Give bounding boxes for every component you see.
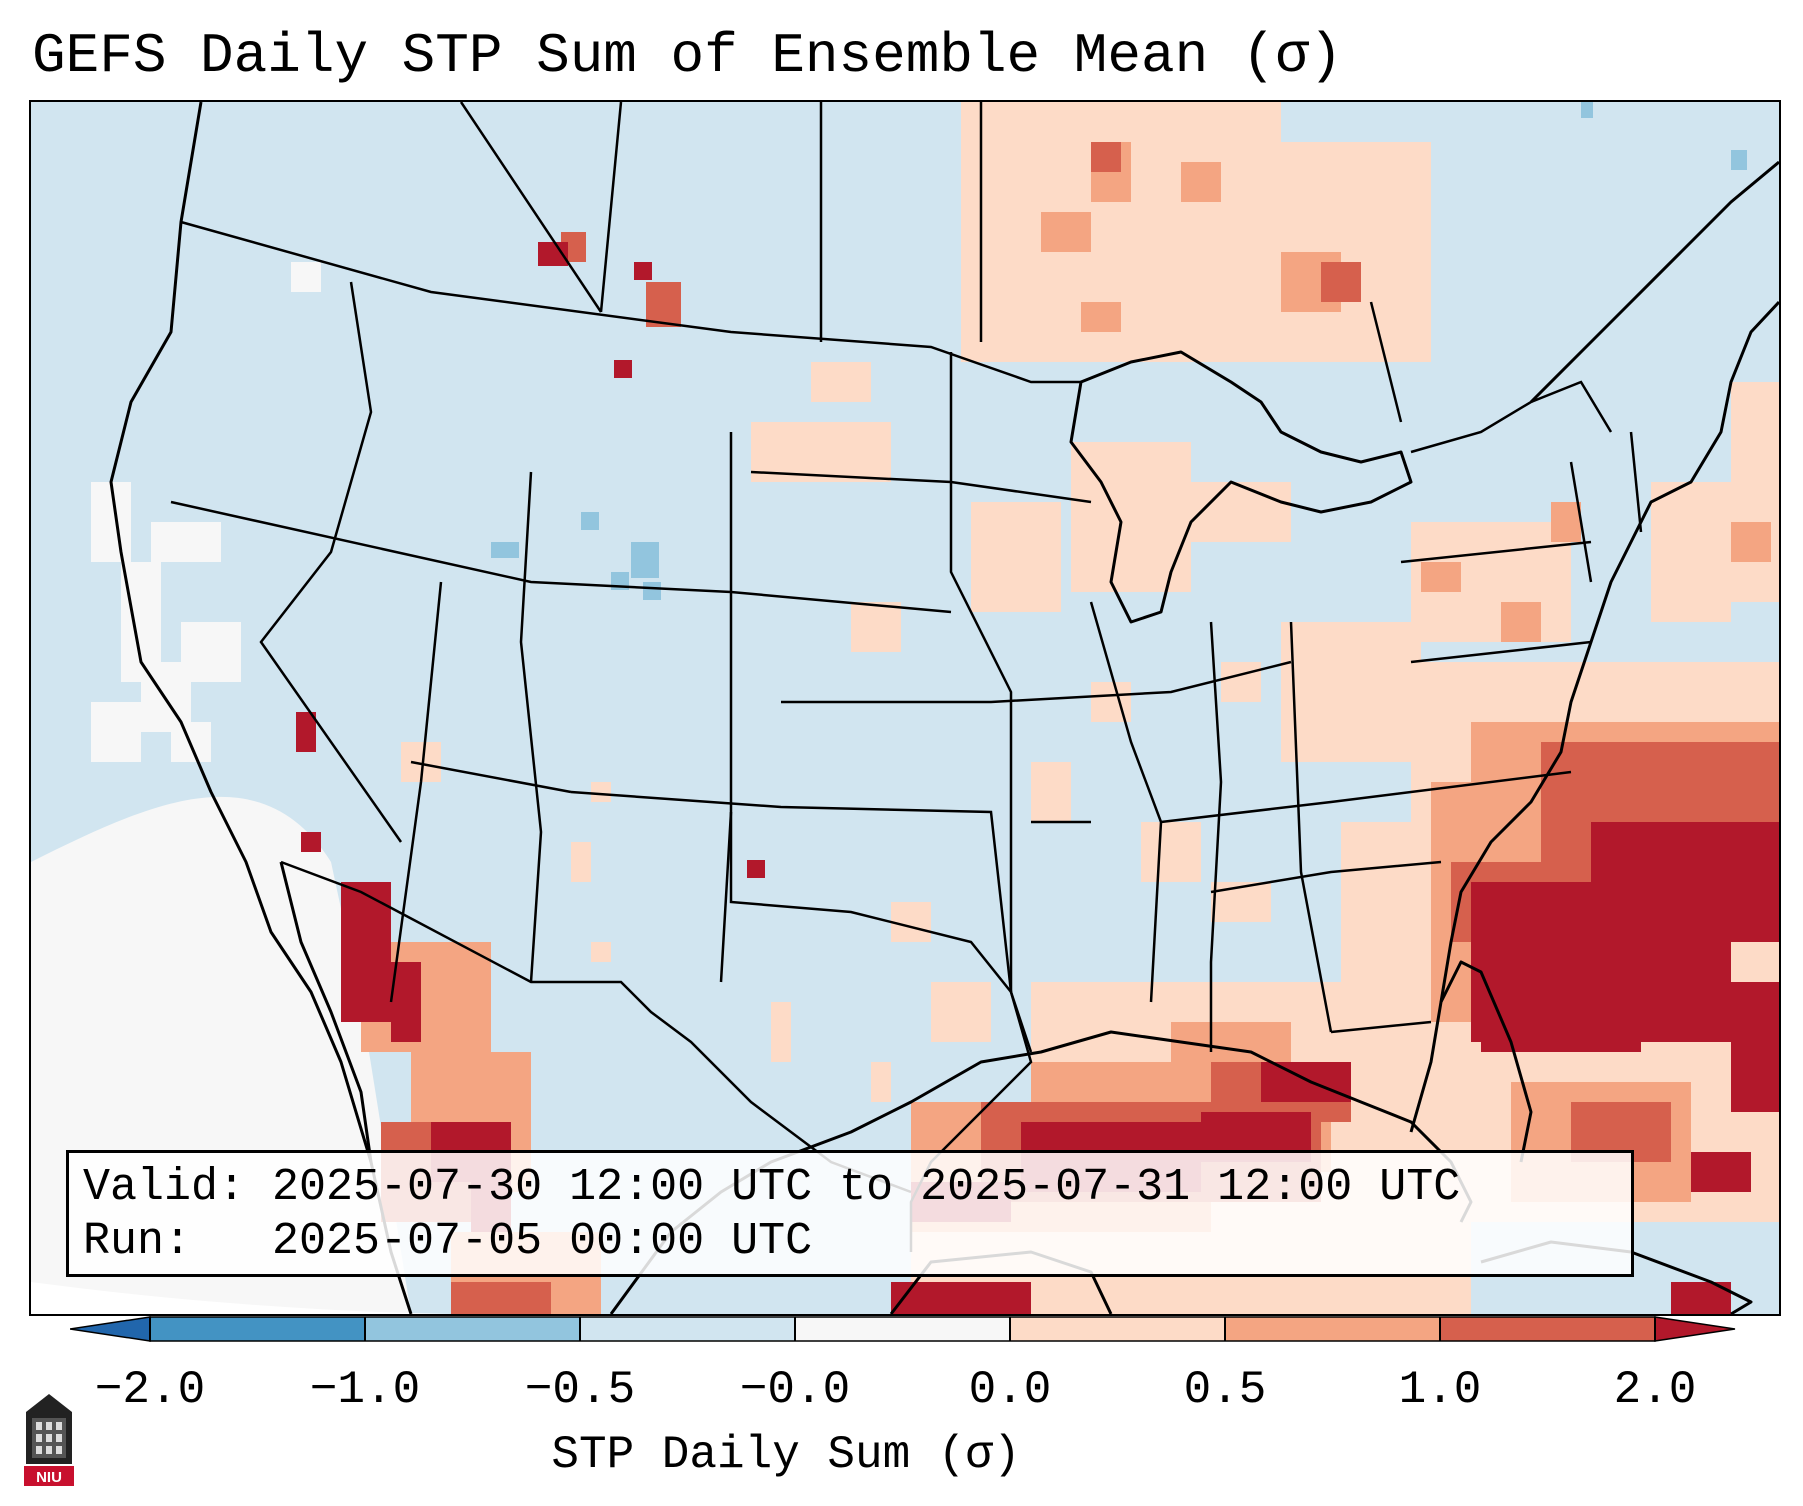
canada-prov-2: [599, 102, 623, 313]
canada-east-coast: [1529, 160, 1779, 404]
valid-time-text: Valid: 2025-07-30 12:00 UTC to 2025-07-3…: [83, 1162, 1461, 1213]
colorbar-tick-label: −1.0: [309, 1364, 421, 1416]
west-coast-line: [109, 102, 413, 1314]
state-line-14: [1160, 770, 1572, 824]
colorbar-tick-label: 0.0: [968, 1364, 1052, 1416]
niu-logo: NIU: [24, 1394, 74, 1486]
atlantic-extreme-area: [1471, 822, 1779, 1314]
state-line-5: [719, 432, 733, 983]
outside-projection-corner: [31, 1282, 451, 1314]
colorbar-tick-label: 2.0: [1613, 1364, 1697, 1416]
valid-time-box: Valid: 2025-07-30 12:00 UTC to 2025-07-3…: [66, 1150, 1634, 1277]
colorbar-bin-7: [1440, 1317, 1655, 1341]
colorbar-tick-label: 1.0: [1398, 1364, 1482, 1416]
canada-prov-5: [1369, 301, 1403, 423]
colorbar-bin-2: [365, 1317, 580, 1341]
canada-strong-blocks: [561, 142, 1361, 327]
state-line-9: [781, 660, 1292, 704]
state-line-13: [1289, 621, 1333, 1033]
colorbar-title: STP Daily Sum (σ): [551, 1429, 1021, 1481]
state-line-20: [1629, 431, 1643, 533]
colorbar-tick-label: −0.0: [739, 1364, 851, 1416]
state-line-19: [1569, 461, 1593, 583]
state-line-7: [410, 760, 572, 794]
state-line-17: [1400, 540, 1592, 564]
us-canada-border: [180, 220, 1081, 384]
state-line-11: [1089, 601, 1163, 1003]
east-coast-medium-blocks: [1421, 502, 1581, 642]
colorbar-under-arrow: [70, 1316, 151, 1342]
colorbar-tick-label: −0.5: [524, 1364, 636, 1416]
atlantic-coast-line: [1439, 300, 1779, 1003]
colorbar-bin-5: [1010, 1317, 1225, 1341]
state-line-3: [389, 581, 443, 1003]
canada-prov-1: [459, 102, 603, 313]
state-line-1: [170, 500, 952, 614]
colorbar-bin-3: [580, 1317, 795, 1341]
niu-tower-icon: NIU: [24, 1394, 74, 1486]
colorbar-tick-label: −2.0: [94, 1364, 206, 1416]
state-line-6: [570, 790, 1013, 993]
run-time-text: Run: 2025-07-05 00:00 UTC: [83, 1216, 813, 1267]
political-borders: [170, 102, 1643, 1252]
great-lakes-outline: [1069, 350, 1413, 624]
state-line-2: [259, 281, 403, 843]
map-title: GEFS Daily STP Sum of Ensemble Mean (σ): [32, 24, 1343, 88]
state-line-16: [1330, 1020, 1432, 1034]
state-line-10: [949, 352, 1013, 822]
logo-text: NIU: [36, 1469, 62, 1486]
baja-coast-line: [279, 861, 373, 1163]
state-line-4: [519, 471, 543, 983]
state-line-15: [1210, 860, 1442, 894]
colorbar-bin-4: [795, 1317, 1010, 1341]
colorbar-ticks: [149, 1317, 1656, 1341]
stp-map: [31, 102, 1779, 1314]
florida-coast-line: [1409, 960, 1533, 1163]
colorbar-tick-label: 0.5: [1183, 1364, 1267, 1416]
colorbar-bin-1: [150, 1317, 365, 1341]
map-panel: [29, 100, 1781, 1316]
state-line-12: [1209, 621, 1223, 1052]
us-mexico-border: [280, 860, 912, 1194]
midwest-positive-blocks: [751, 362, 1571, 762]
colorbar-over-arrow: [1654, 1316, 1736, 1342]
colorbar: [70, 1316, 1736, 1342]
negative-anomaly-blocks: [491, 102, 1747, 600]
colorbar-bin-6: [1225, 1317, 1440, 1341]
state-line-18: [1410, 640, 1592, 664]
us-canada-border-east: [1410, 380, 1613, 454]
